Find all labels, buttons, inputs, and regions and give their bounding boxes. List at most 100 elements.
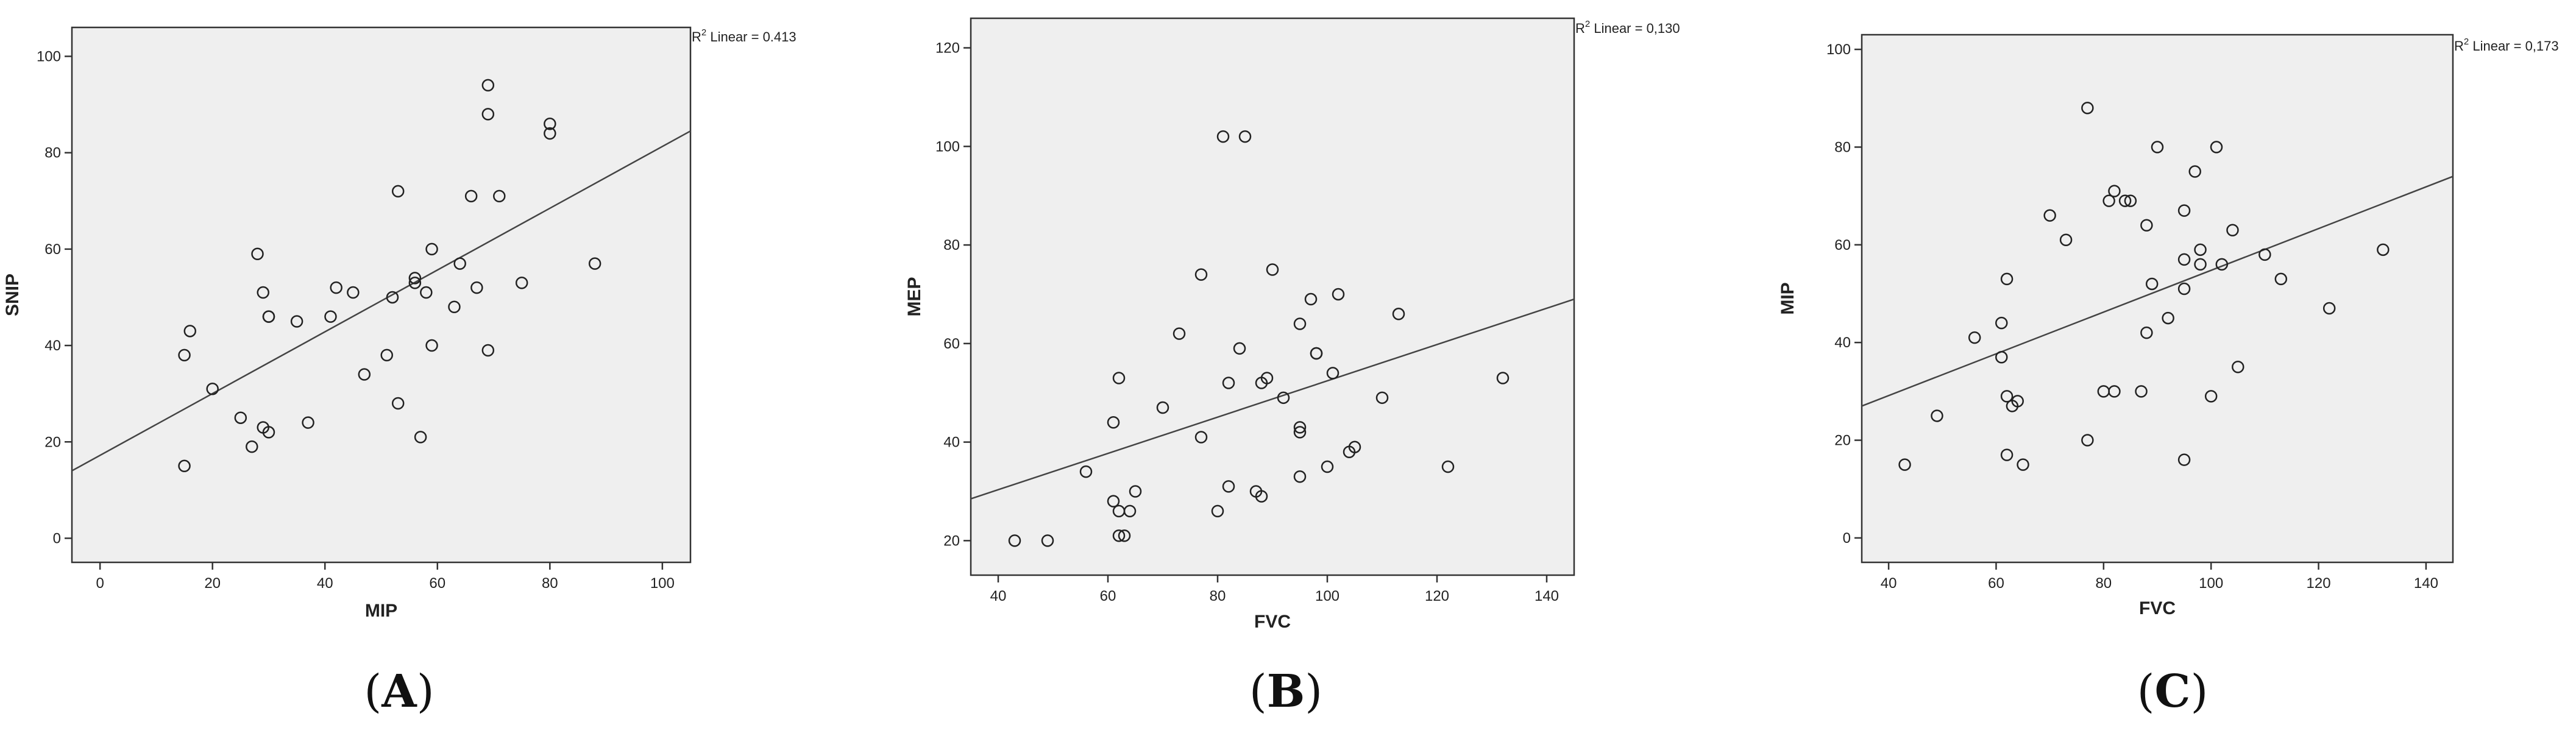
data-point: [1293, 470, 1307, 483]
y-tick-label: 60: [44, 241, 61, 258]
panel-label-close-paren: ): [1305, 665, 1322, 718]
data-point: [2188, 165, 2201, 178]
data-point: [481, 344, 495, 357]
plot-area: [71, 26, 692, 564]
x-tick-label: 40: [1881, 575, 1897, 592]
y-axis-title: SNIP: [2, 274, 23, 316]
r2-superscript: 2: [1585, 19, 1590, 29]
y-tick-label: 40: [1834, 334, 1851, 351]
data-point: [1211, 504, 1224, 518]
data-point: [386, 291, 399, 304]
panel-label: (B): [1249, 665, 1322, 718]
y-tick-label: 20: [1834, 433, 1851, 449]
data-point: [1112, 372, 1126, 384]
data-point: [1995, 316, 2008, 330]
panel-label-open-paren: (: [364, 665, 381, 718]
data-point: [453, 257, 466, 270]
data-point: [1079, 465, 1093, 478]
regression-line: [970, 298, 1575, 500]
r2-annotation: R2 Linear = 0,173: [2454, 37, 2559, 54]
panel-label-close-paren: ): [2190, 665, 2208, 718]
data-point: [1931, 409, 1943, 422]
data-point: [1107, 495, 1120, 508]
data-point: [408, 272, 422, 285]
data-point: [1441, 460, 1455, 473]
data-point: [2102, 194, 2115, 207]
data-point: [1216, 130, 1230, 143]
data-point: [1375, 391, 1389, 405]
data-point: [2274, 272, 2288, 286]
y-tick-label: 60: [943, 336, 960, 352]
data-point: [1107, 416, 1120, 429]
x-tick-label: 100: [1315, 588, 1339, 604]
data-point: [1194, 431, 1208, 444]
data-point: [290, 315, 303, 328]
data-point: [1496, 372, 1510, 384]
y-tick-label: 100: [1826, 41, 1851, 58]
data-point: [2177, 204, 2191, 217]
data-point: [1233, 342, 1246, 355]
data-point: [1238, 130, 1252, 143]
data-point: [2059, 233, 2073, 247]
data-point: [1156, 401, 1169, 414]
data-point: [2377, 243, 2390, 257]
panel-label-open-paren: (: [1249, 665, 1267, 718]
y-tick-label: 120: [935, 40, 960, 57]
data-point: [391, 397, 405, 410]
y-tick-label: 100: [935, 138, 960, 155]
data-point: [251, 247, 264, 261]
r2-value: Linear = 0.413: [706, 29, 796, 44]
data-point: [257, 286, 269, 299]
data-point: [2204, 390, 2218, 403]
data-point: [2000, 390, 2014, 403]
data-point: [1326, 367, 1339, 380]
data-point: [425, 339, 438, 352]
data-point: [358, 368, 371, 381]
data-point: [2177, 253, 2191, 266]
y-tick-label: 100: [37, 48, 61, 65]
data-point: [420, 286, 433, 299]
x-tick-label: 100: [650, 575, 675, 592]
plot-area: [1861, 34, 2454, 564]
x-tick-label: 140: [1535, 588, 1559, 604]
data-point: [2081, 102, 2094, 115]
data-point: [2000, 448, 2014, 461]
data-point: [1123, 504, 1137, 518]
data-point: [2226, 224, 2239, 236]
x-axis-title: MIP: [365, 601, 397, 621]
y-axis-title: MEP: [904, 277, 924, 316]
y-axis-title: MIP: [1778, 282, 1798, 314]
data-point: [1293, 317, 1307, 330]
data-point: [2081, 434, 2094, 447]
data-point: [206, 382, 219, 395]
data-point: [178, 349, 191, 362]
data-point: [1266, 263, 1279, 276]
data-point: [1968, 331, 1981, 344]
data-point: [2194, 243, 2207, 257]
data-point: [380, 349, 393, 362]
data-point: [588, 257, 601, 270]
panel-label: (C): [2137, 665, 2209, 718]
x-tick-label: 80: [2095, 575, 2112, 592]
chart-panel-a: 0 20 40 60 80 100 0 20 40 60 80 100 MIP SNIP R2 Linear…: [2, 26, 797, 718]
data-point: [2232, 361, 2244, 373]
panel-label-letter: B: [1267, 665, 1305, 718]
data-point: [1041, 534, 1054, 547]
data-point: [391, 185, 405, 198]
data-point: [2194, 258, 2207, 271]
data-point: [481, 108, 495, 121]
x-tick-label: 60: [1988, 575, 2004, 592]
panel-label: (A): [364, 665, 434, 718]
data-point: [1995, 350, 2008, 364]
y-tick-label: 0: [1843, 530, 1851, 547]
data-point: [1260, 372, 1274, 384]
data-point: [1293, 426, 1307, 439]
data-point: [414, 431, 427, 444]
x-tick-label: 40: [990, 588, 1007, 604]
data-point: [544, 117, 556, 130]
y-tick-label: 80: [943, 237, 960, 253]
x-tick-label: 120: [2307, 575, 2331, 592]
y-tick-label: 60: [1834, 237, 1851, 253]
data-point: [1112, 529, 1126, 542]
data-point: [330, 281, 342, 294]
